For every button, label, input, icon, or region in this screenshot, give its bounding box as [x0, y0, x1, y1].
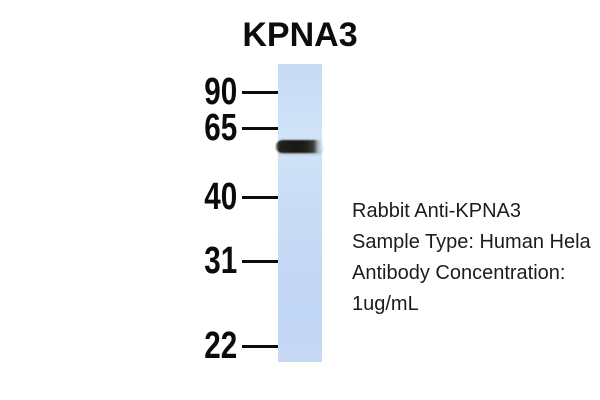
- blot-lane: [276, 64, 323, 362]
- figure-title: KPNA3: [242, 16, 358, 54]
- mw-label: 40: [204, 176, 237, 218]
- annotation-antibody: Rabbit Anti-KPNA3: [352, 200, 521, 222]
- annotation-block: Rabbit Anti-KPNA3 Sample Type: Human Hel…: [352, 196, 600, 320]
- mw-marker-scale: 90 65 40 31 22: [0, 0, 278, 400]
- tick-line: [242, 259, 278, 263]
- marker-row-22: 22: [0, 326, 278, 366]
- marker-row-90: 90: [0, 72, 278, 112]
- marker-row-65: 65: [0, 108, 278, 148]
- tick-line: [242, 126, 278, 130]
- tick-line: [242, 344, 278, 348]
- tick-line: [242, 90, 278, 94]
- mw-label: 31: [204, 240, 237, 282]
- marker-row-31: 31: [0, 241, 278, 281]
- mw-label: 65: [204, 107, 237, 149]
- mw-label: 22: [204, 325, 237, 367]
- mw-label: 90: [204, 71, 237, 113]
- annotation-sample-type: Sample Type: Human Hela: [352, 231, 591, 253]
- marker-row-40: 40: [0, 177, 278, 217]
- protein-band: [276, 140, 323, 153]
- annotation-concentration: Antibody Concentration: 1ug/mL: [352, 262, 566, 315]
- tick-line: [242, 195, 278, 199]
